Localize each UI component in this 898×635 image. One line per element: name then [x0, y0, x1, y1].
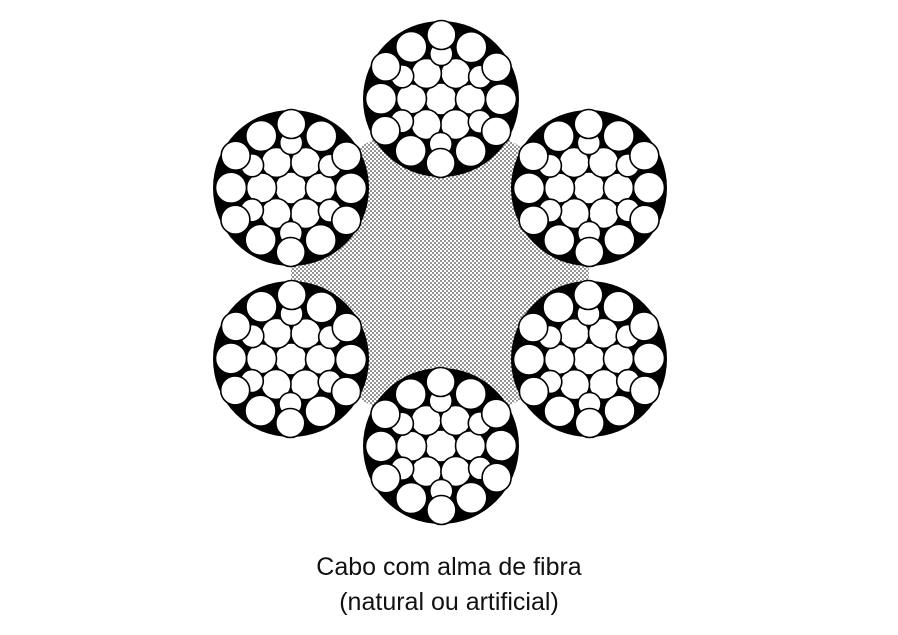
wire — [220, 140, 251, 171]
strand-3 — [511, 279, 667, 439]
wire — [244, 394, 277, 428]
wire — [370, 398, 401, 430]
wire — [394, 481, 428, 515]
wire — [572, 279, 604, 311]
wire — [628, 311, 660, 342]
wire — [573, 236, 605, 268]
wire — [454, 377, 488, 411]
wire — [370, 115, 401, 146]
strand-1 — [363, 19, 519, 179]
wire — [454, 481, 488, 515]
wire — [330, 205, 362, 236]
wire — [305, 290, 338, 324]
wire — [426, 494, 457, 526]
wire — [518, 376, 550, 407]
wire — [364, 430, 398, 463]
wire — [481, 52, 512, 83]
caption-line-1: Cabo com alma de fibra — [316, 553, 582, 581]
wire — [603, 394, 636, 428]
wire — [542, 290, 575, 324]
wire — [543, 394, 576, 428]
wire — [602, 119, 636, 153]
caption-line-2: (natural ou artificial) — [339, 588, 559, 616]
wire — [425, 147, 456, 179]
wire — [304, 394, 337, 428]
wire — [454, 134, 488, 168]
wire — [220, 204, 251, 235]
wire — [394, 134, 428, 168]
wire — [481, 462, 512, 494]
wire — [370, 462, 402, 494]
wire — [330, 376, 362, 407]
wire — [602, 290, 635, 324]
wire — [244, 223, 278, 257]
wire — [304, 223, 338, 257]
strand-5 — [213, 279, 369, 439]
wire — [214, 171, 248, 204]
wire — [364, 82, 398, 115]
wire — [573, 108, 605, 140]
wire — [629, 204, 660, 235]
wire — [244, 119, 278, 153]
wire — [512, 172, 546, 205]
wire — [425, 366, 456, 398]
wire — [394, 377, 428, 411]
wire — [219, 375, 251, 406]
wire — [628, 140, 660, 171]
wire — [484, 429, 518, 462]
wire — [220, 311, 252, 342]
wire — [426, 19, 457, 51]
wire — [331, 141, 362, 172]
wire — [214, 342, 248, 375]
strand-6 — [213, 108, 369, 268]
wire — [454, 30, 488, 64]
wire — [276, 279, 308, 311]
wire — [542, 223, 576, 257]
wire — [629, 375, 661, 406]
wire — [512, 343, 546, 376]
strand-4 — [363, 366, 519, 526]
wire — [394, 30, 428, 64]
wire — [275, 236, 307, 268]
wire — [480, 116, 512, 147]
wire — [274, 407, 306, 439]
wire — [518, 141, 549, 172]
wire — [370, 51, 402, 82]
wire — [480, 398, 512, 430]
wire — [574, 407, 606, 439]
wire — [334, 172, 368, 205]
wire — [632, 342, 666, 375]
strands — [213, 19, 667, 526]
strand-2 — [511, 108, 667, 268]
wire — [484, 83, 518, 116]
wire — [275, 108, 307, 140]
wire — [632, 171, 666, 204]
wire — [602, 223, 636, 257]
wire — [518, 205, 550, 236]
wire — [245, 290, 278, 324]
wire — [517, 312, 549, 343]
wire — [542, 119, 576, 153]
wire — [304, 119, 338, 153]
wire — [331, 312, 363, 343]
wire — [334, 343, 368, 376]
